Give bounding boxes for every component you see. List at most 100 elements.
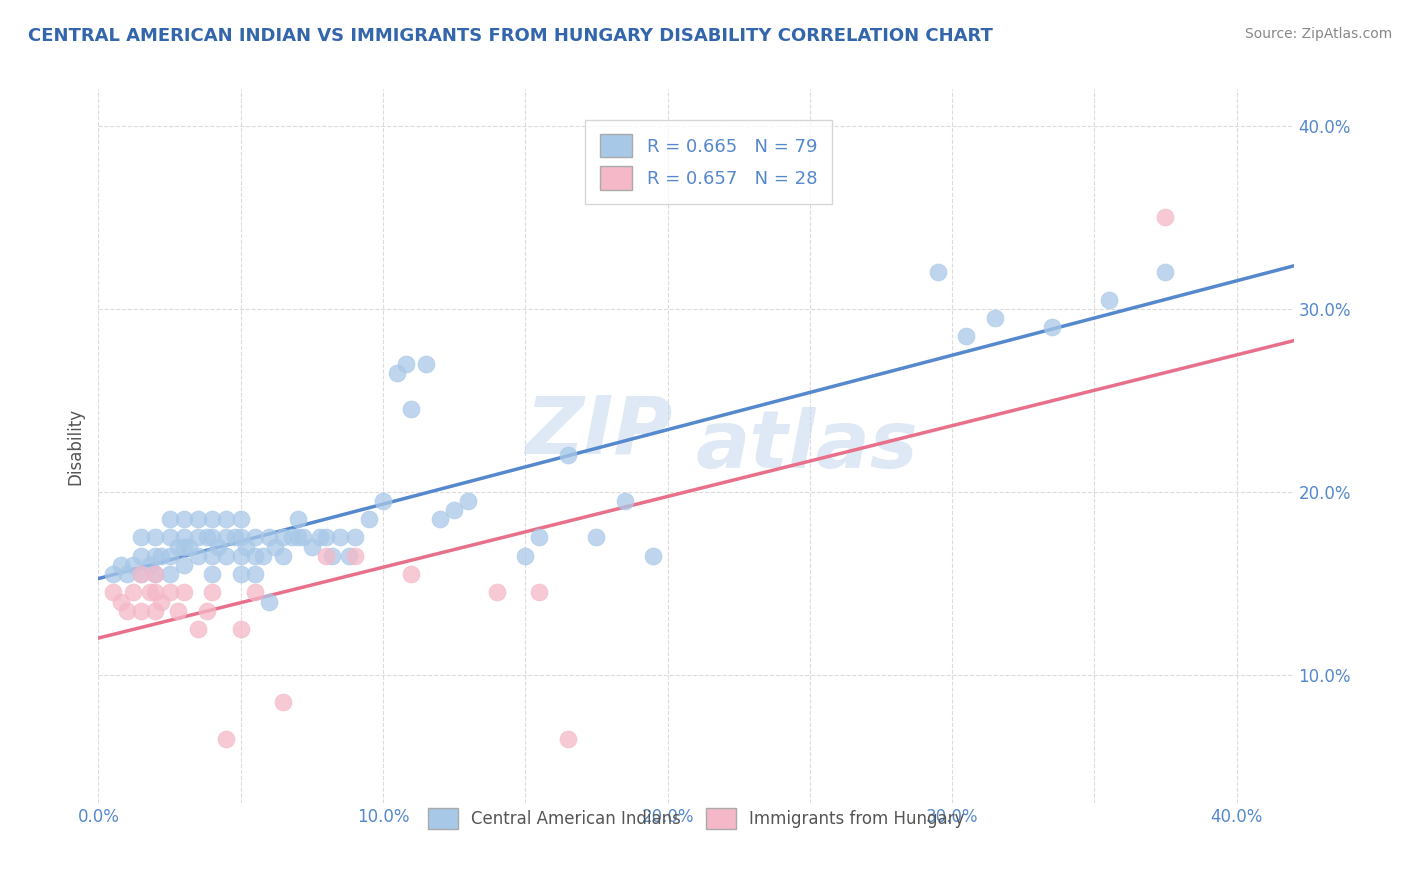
Point [273, 695, 295, 709]
Point [173, 531, 195, 545]
Point [201, 512, 224, 526]
Point [129, 567, 152, 582]
Point [101, 585, 124, 599]
Point [315, 549, 337, 563]
Point [557, 448, 579, 462]
Point [143, 585, 166, 599]
Point [143, 567, 166, 582]
Point [263, 540, 285, 554]
Point [273, 549, 295, 563]
Text: atlas: atlas [696, 407, 918, 485]
Point [121, 585, 143, 599]
Point [115, 604, 138, 618]
Point [143, 567, 166, 582]
Point [207, 540, 229, 554]
Point [215, 731, 238, 746]
Point [984, 310, 1007, 325]
Point [443, 503, 465, 517]
Point [515, 549, 537, 563]
Point [173, 585, 195, 599]
Point [201, 585, 224, 599]
Point [243, 531, 266, 545]
Point [173, 512, 195, 526]
Point [557, 731, 579, 746]
Point [357, 512, 380, 526]
Point [121, 558, 143, 572]
Point [195, 604, 218, 618]
Point [201, 567, 224, 582]
Legend: Central American Indians, Immigrants from Hungary: Central American Indians, Immigrants fro… [419, 799, 973, 838]
Point [1040, 320, 1063, 334]
Point [159, 531, 181, 545]
Point [215, 512, 238, 526]
Point [309, 531, 332, 545]
Point [215, 531, 238, 545]
Point [529, 531, 551, 545]
Text: Source: ZipAtlas.com: Source: ZipAtlas.com [1244, 27, 1392, 41]
Point [273, 531, 295, 545]
Point [215, 549, 238, 563]
Point [167, 540, 190, 554]
Point [287, 512, 309, 526]
Point [159, 567, 181, 582]
Point [229, 567, 252, 582]
Point [159, 585, 181, 599]
Point [321, 549, 343, 563]
Point [110, 558, 132, 572]
Point [955, 329, 977, 343]
Point [179, 540, 201, 554]
Point [281, 531, 304, 545]
Point [415, 357, 437, 371]
Point [243, 567, 266, 582]
Point [243, 585, 266, 599]
Point [138, 585, 160, 599]
Point [301, 540, 323, 554]
Point [395, 357, 418, 371]
Point [159, 512, 181, 526]
Point [101, 567, 124, 582]
Point [429, 512, 451, 526]
Point [292, 531, 315, 545]
Point [401, 567, 423, 582]
Point [613, 494, 636, 508]
Point [1154, 265, 1177, 279]
Point [257, 531, 280, 545]
Point [457, 494, 479, 508]
Point [329, 531, 352, 545]
Point [229, 549, 252, 563]
Text: CENTRAL AMERICAN INDIAN VS IMMIGRANTS FROM HUNGARY DISABILITY CORRELATION CHART: CENTRAL AMERICAN INDIAN VS IMMIGRANTS FR… [28, 27, 993, 45]
Point [167, 604, 190, 618]
Point [110, 594, 132, 608]
Point [1097, 293, 1119, 307]
Point [143, 549, 166, 563]
Point [150, 549, 173, 563]
Y-axis label: Disability: Disability [66, 408, 84, 484]
Point [173, 540, 195, 554]
Point [385, 366, 409, 380]
Point [159, 549, 181, 563]
Point [257, 594, 280, 608]
Point [343, 549, 366, 563]
Point [287, 531, 309, 545]
Point [343, 531, 366, 545]
Point [643, 549, 665, 563]
Point [401, 402, 423, 417]
Point [252, 549, 274, 563]
Point [129, 567, 152, 582]
Point [129, 604, 152, 618]
Point [337, 549, 360, 563]
Point [201, 531, 224, 545]
Point [195, 531, 218, 545]
Point [1154, 211, 1177, 225]
Point [371, 494, 394, 508]
Point [201, 549, 224, 563]
Point [143, 531, 166, 545]
Point [585, 531, 607, 545]
Point [243, 549, 266, 563]
Point [224, 531, 246, 545]
Point [927, 265, 949, 279]
Point [229, 622, 252, 636]
Point [229, 531, 252, 545]
Point [315, 531, 337, 545]
Point [229, 512, 252, 526]
